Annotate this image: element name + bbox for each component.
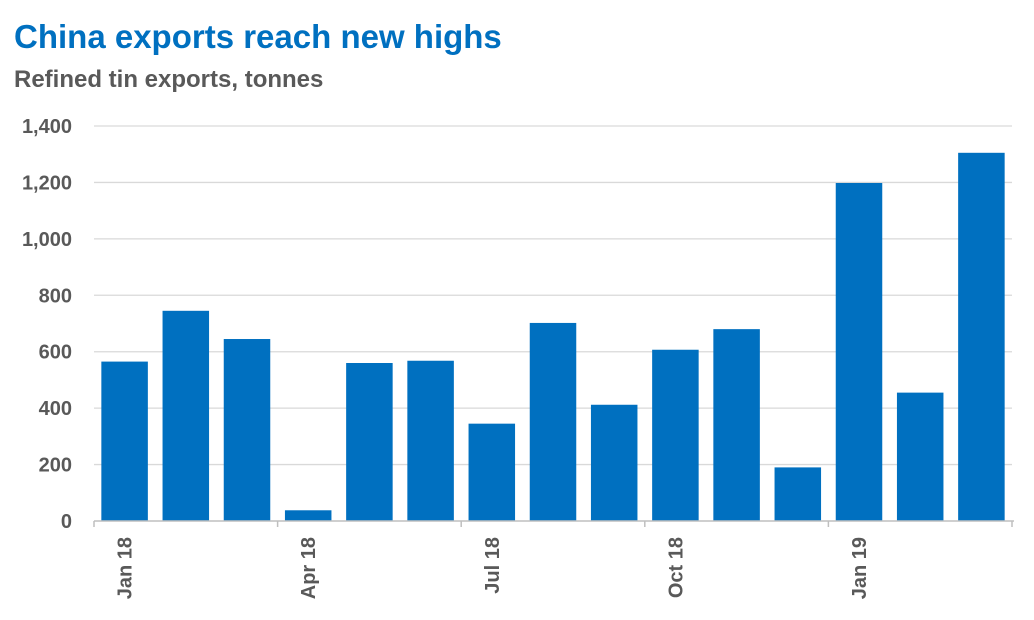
bar-feb-18 bbox=[162, 310, 210, 521]
bar-jun-18 bbox=[407, 360, 454, 521]
y-tick-label: 1,400 bbox=[22, 116, 72, 138]
x-tick-label: Apr 18 bbox=[298, 537, 320, 599]
y-tick-label: 200 bbox=[39, 455, 72, 477]
x-tick-label: Oct 18 bbox=[665, 537, 687, 598]
x-axis bbox=[93, 520, 1014, 527]
bar-nov-18 bbox=[713, 329, 760, 521]
x-tick-label: Jul 18 bbox=[482, 537, 504, 594]
chart-title: China exports reach new highs bbox=[14, 18, 502, 55]
chart-subtitle: Refined tin exports, tonnes bbox=[14, 66, 324, 93]
bar-oct-18 bbox=[652, 349, 699, 521]
x-tick-labels: Jan 18 Apr 18 Jul 18 Oct 18 Jan 19 bbox=[115, 537, 871, 599]
y-tick-label: 800 bbox=[39, 285, 72, 307]
y-tick-label: 600 bbox=[39, 342, 72, 364]
y-tick-labels: 0 200 400 600 800 1,000 1,200 1,400 bbox=[22, 116, 72, 533]
x-tick-label: Jan 19 bbox=[849, 537, 871, 599]
bar-jan-19 bbox=[835, 182, 883, 521]
bar-mar-19 bbox=[958, 152, 1005, 521]
bar-dec-18 bbox=[774, 467, 822, 521]
y-tick-label: 1,200 bbox=[22, 172, 72, 194]
y-tick-label: 400 bbox=[39, 398, 72, 420]
y-tick-label: 1,000 bbox=[22, 229, 72, 251]
bar-feb-19 bbox=[896, 392, 944, 521]
bar-mar-18 bbox=[223, 339, 271, 521]
x-tick-label: Jan 18 bbox=[115, 537, 137, 599]
bar-may-18 bbox=[346, 363, 393, 521]
bar-jan-18 bbox=[101, 361, 148, 521]
bar-sep-18 bbox=[590, 404, 638, 521]
bar-jul-18 bbox=[468, 423, 516, 521]
bar-apr-18 bbox=[284, 510, 332, 521]
y-tick-label: 0 bbox=[61, 511, 72, 533]
bar-aug-18 bbox=[529, 322, 577, 521]
bars bbox=[101, 152, 1005, 521]
